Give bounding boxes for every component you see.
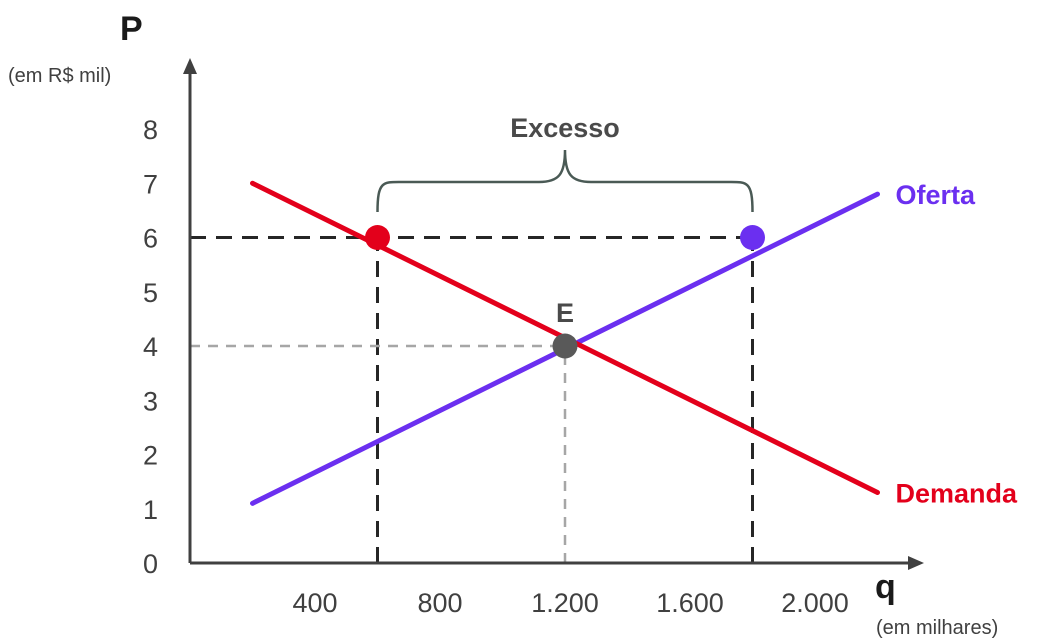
excess-label: Excesso	[510, 113, 620, 143]
y-tick-label: 8	[143, 115, 158, 145]
guide-lines	[190, 236, 754, 563]
x-tick-label: 400	[292, 588, 337, 618]
series-lines: Oferta Demanda	[250, 180, 1019, 508]
x-axis-title: q	[875, 568, 896, 606]
x-tick-label: 1.200	[531, 588, 599, 618]
series-label-oferta: Oferta	[896, 180, 977, 210]
y-axis-title: P	[120, 10, 143, 48]
y-tick-label: 1	[143, 495, 158, 525]
y-tick-label: 3	[143, 386, 158, 416]
excess-brace: Excesso	[376, 113, 754, 213]
x-tick-label: 1.600	[656, 588, 724, 618]
y-tick-label: 6	[143, 224, 158, 254]
point-marker-1	[740, 225, 765, 250]
y-tick-label: 2	[143, 441, 158, 471]
excess-brace-path	[376, 149, 754, 213]
series-label-demanda: Demanda	[896, 478, 1019, 508]
axes	[183, 58, 924, 570]
x-tick-label: 2.000	[781, 588, 849, 618]
y-tick-label: 4	[143, 332, 158, 362]
x-axis-arrow	[908, 556, 924, 570]
equilibrium-label: E	[556, 298, 574, 328]
y-tick-label: 7	[143, 169, 158, 199]
y-tick-label: 0	[143, 549, 158, 579]
point-marker-0	[365, 225, 390, 250]
x-tick-label: 800	[417, 588, 462, 618]
tick-labels: 0 1 2 3 4 5 6 7 8 400 800 1.200 1.600 2.000	[143, 115, 849, 618]
point-marker-2	[552, 333, 578, 359]
y-tick-label: 5	[143, 278, 158, 308]
y-axis-unit: (em R$ mil)	[8, 65, 111, 87]
y-axis-arrow	[183, 58, 197, 74]
x-axis-unit: (em milhares)	[876, 617, 998, 639]
point-markers: E	[365, 225, 765, 359]
